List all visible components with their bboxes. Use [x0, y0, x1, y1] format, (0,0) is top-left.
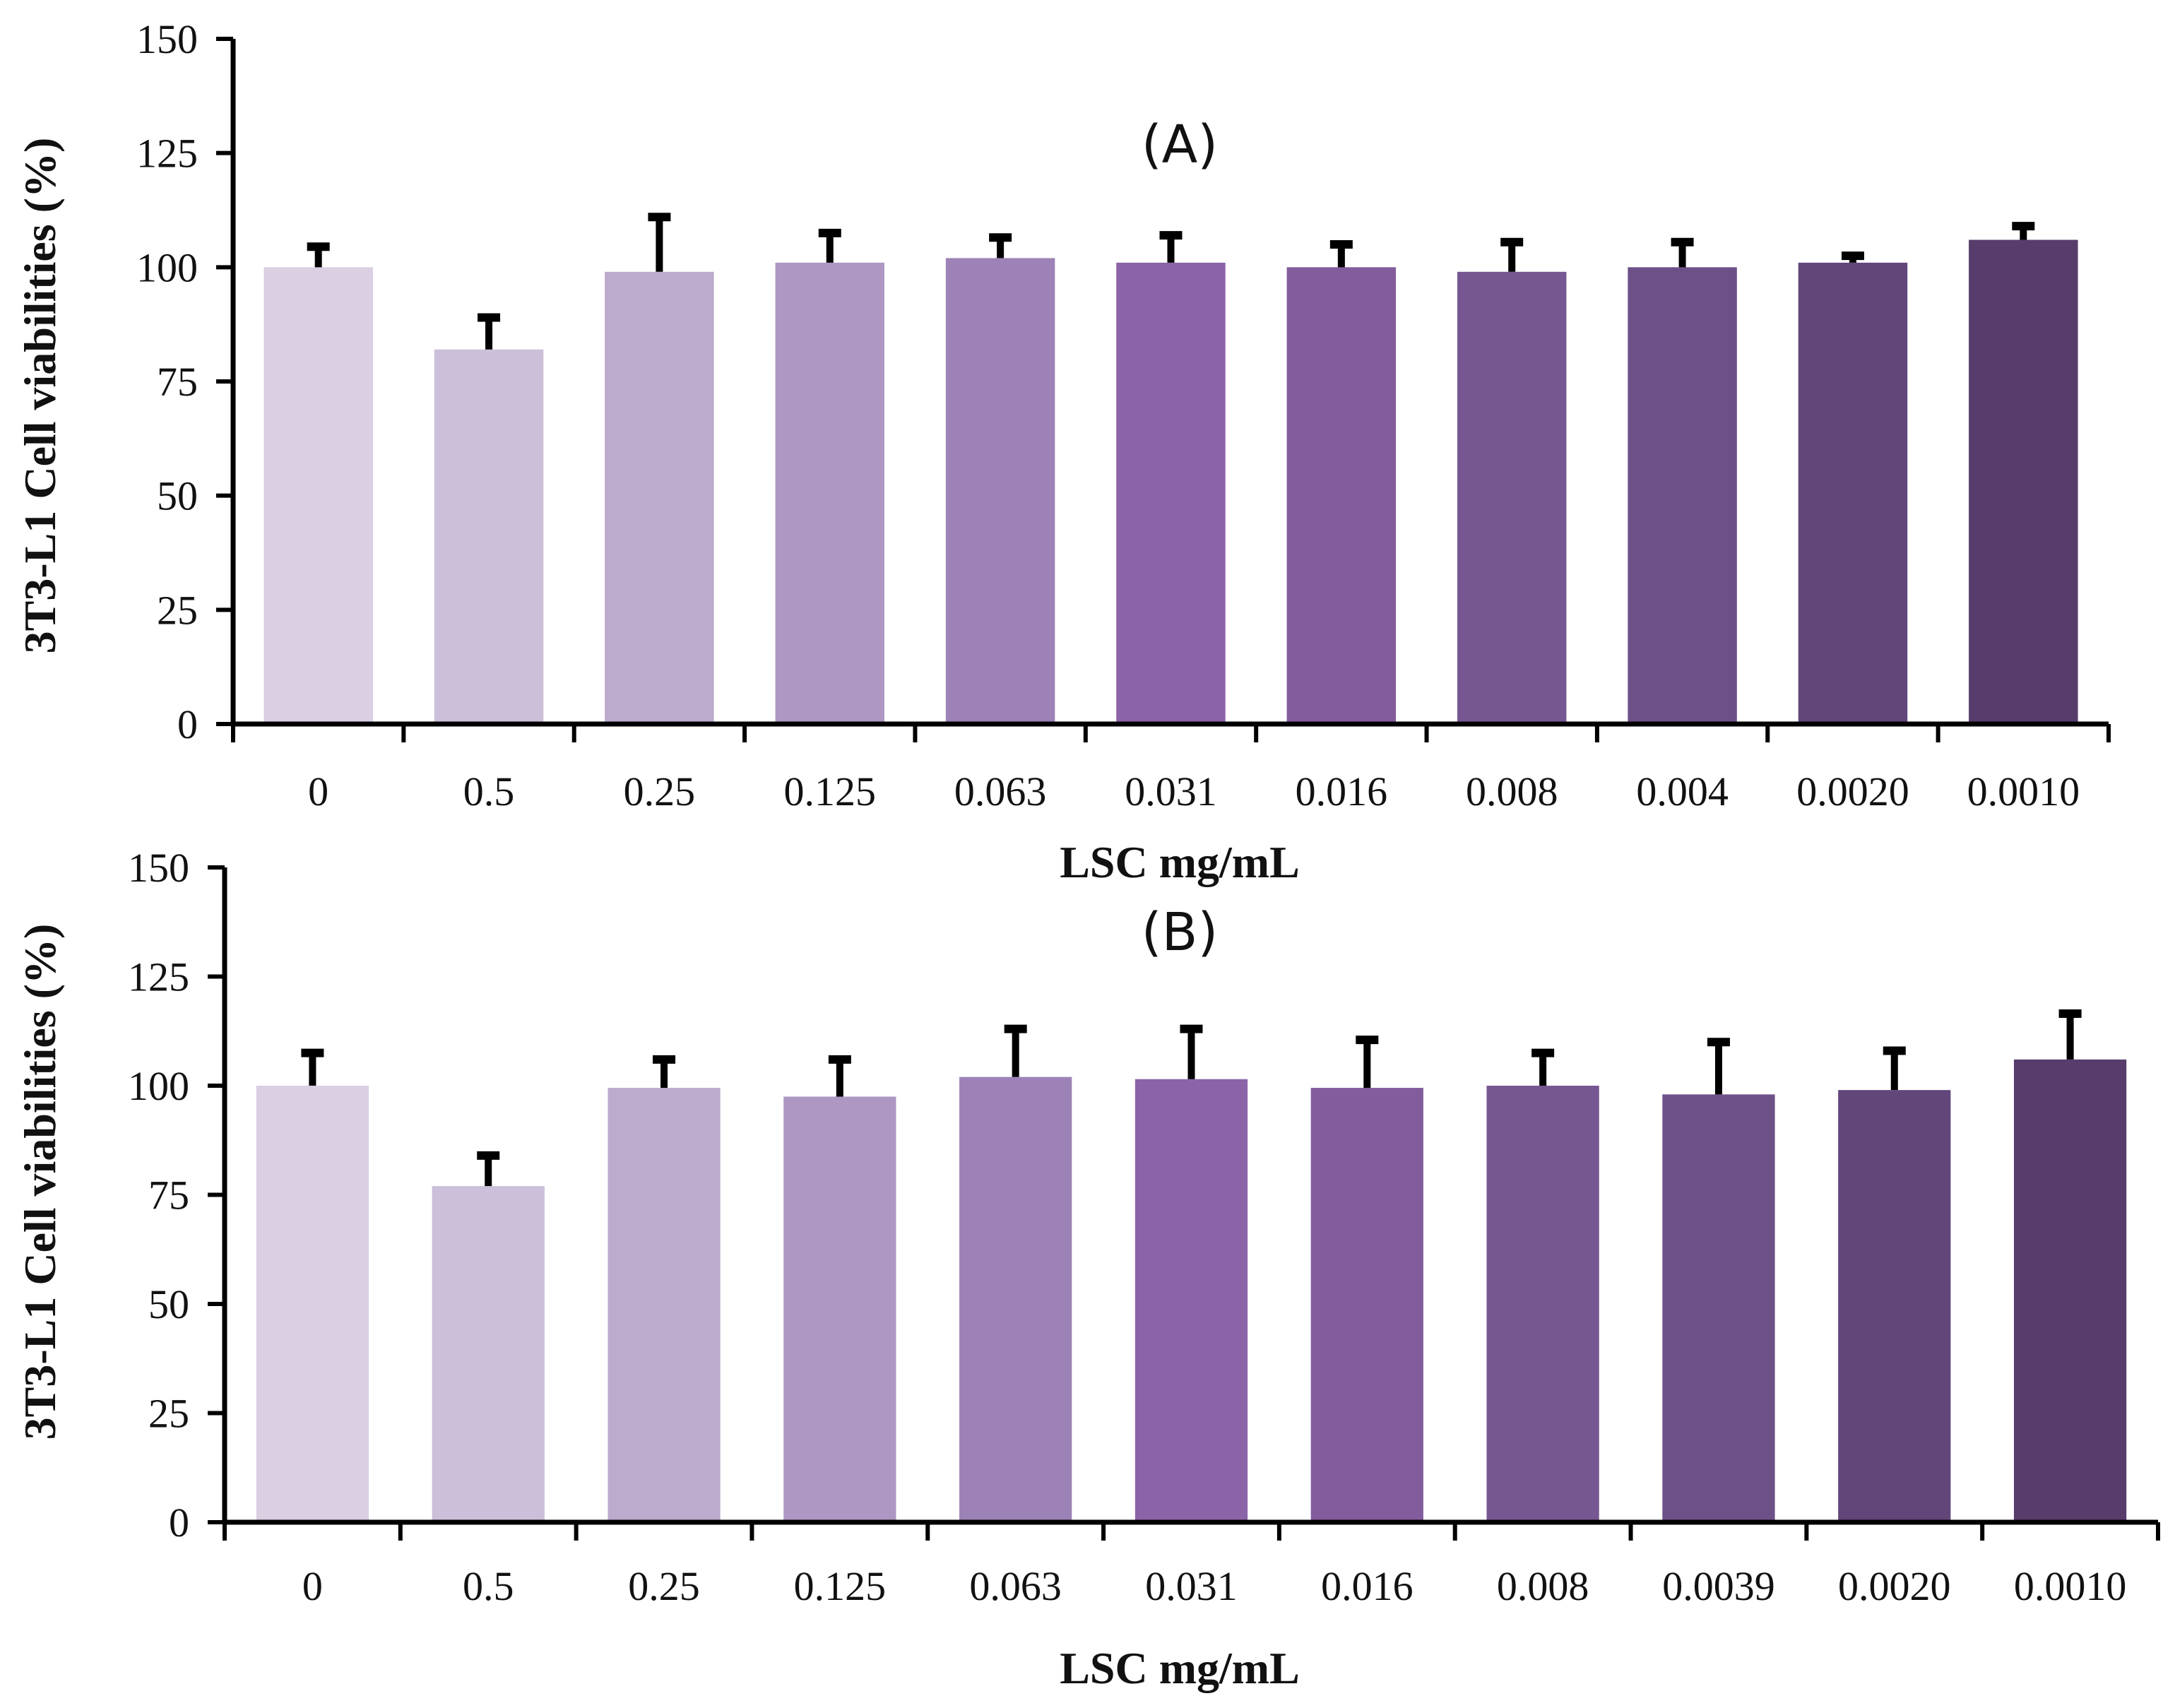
- bar: [263, 267, 373, 724]
- x-tick-label: 0.008: [1497, 1563, 1589, 1609]
- panel-title: (A): [1142, 114, 1218, 175]
- bar: [434, 349, 544, 724]
- x-tick-label: 0.5: [463, 769, 515, 814]
- x-tick-label: 0.063: [954, 769, 1047, 814]
- bar: [1310, 1088, 1423, 1522]
- bar: [2013, 1059, 2127, 1522]
- panel-title: (B): [1142, 902, 1219, 963]
- y-tick-label: 50: [157, 473, 198, 519]
- x-axis-title: LSC mg/mL: [1060, 1643, 1300, 1693]
- y-tick-label: 100: [128, 1063, 189, 1109]
- bar: [945, 258, 1055, 724]
- x-tick-label: 0.25: [624, 769, 696, 814]
- bar: [959, 1077, 1072, 1522]
- y-tick-label: 75: [157, 359, 198, 405]
- y-tick-label: 75: [148, 1173, 189, 1218]
- x-tick-label: 0.063: [969, 1563, 1062, 1609]
- bar: [1838, 1090, 1951, 1522]
- bar: [775, 262, 885, 724]
- x-tick-label: 0.004: [1636, 769, 1729, 814]
- x-tick-label: 0.031: [1125, 769, 1217, 814]
- x-tick-label: 0: [302, 1563, 323, 1609]
- bar: [1286, 267, 1397, 724]
- y-axis-title: 3T3-L1 Cell viabilities (%): [15, 924, 65, 1440]
- y-tick-label: 50: [148, 1281, 189, 1327]
- x-tick-label: 0.0020: [1838, 1563, 1951, 1609]
- y-tick-label: 125: [128, 954, 189, 1000]
- bar: [605, 271, 714, 724]
- y-tick-label: 25: [157, 587, 198, 633]
- y-tick-label: 100: [136, 244, 198, 290]
- y-tick-label: 150: [136, 16, 198, 62]
- x-tick-label: 0.0039: [1662, 1563, 1775, 1609]
- x-tick-label: 0.0010: [2014, 1563, 2127, 1609]
- bar: [1969, 239, 2078, 724]
- x-tick-label: 0.25: [628, 1563, 700, 1609]
- x-tick-label: 0.125: [794, 1563, 887, 1609]
- x-tick-label: 0.125: [784, 769, 877, 814]
- y-tick-label: 0: [169, 1500, 189, 1546]
- y-tick-label: 25: [148, 1391, 189, 1437]
- bar: [1134, 1079, 1248, 1522]
- bar: [608, 1088, 721, 1522]
- y-tick-label: 150: [128, 845, 189, 891]
- chart-b: 3T3-L1 Cell viabilities (%) (B) LSC mg/m…: [15, 845, 2160, 1693]
- x-tick-label: 0.008: [1466, 769, 1558, 814]
- bar: [1662, 1094, 1775, 1522]
- x-tick-label: 0.0020: [1796, 769, 1909, 814]
- x-tick-label: 0.5: [463, 1563, 514, 1609]
- x-tick-label: 0: [308, 769, 328, 814]
- y-tick-label: 125: [136, 131, 198, 177]
- bar: [1628, 267, 1737, 724]
- bar: [1486, 1086, 1599, 1522]
- x-tick-label: 0.016: [1321, 1563, 1414, 1609]
- bar: [1457, 271, 1567, 724]
- bar: [256, 1086, 369, 1522]
- bar: [1116, 262, 1226, 724]
- x-tick-label: 0.031: [1145, 1563, 1238, 1609]
- x-tick-label: 0.016: [1296, 769, 1388, 814]
- bar: [783, 1096, 896, 1522]
- x-tick-label: 0.0010: [1967, 769, 2080, 814]
- bar: [432, 1186, 545, 1522]
- x-axis-title: LSC mg/mL: [1060, 837, 1300, 887]
- y-tick-label: 0: [177, 701, 198, 747]
- bar: [1798, 262, 1908, 724]
- chart-a: 3T3-L1 Cell viabilities (%) (A) LSC mg/m…: [15, 16, 2111, 887]
- y-axis-title: 3T3-L1 Cell viabilities (%): [15, 138, 65, 654]
